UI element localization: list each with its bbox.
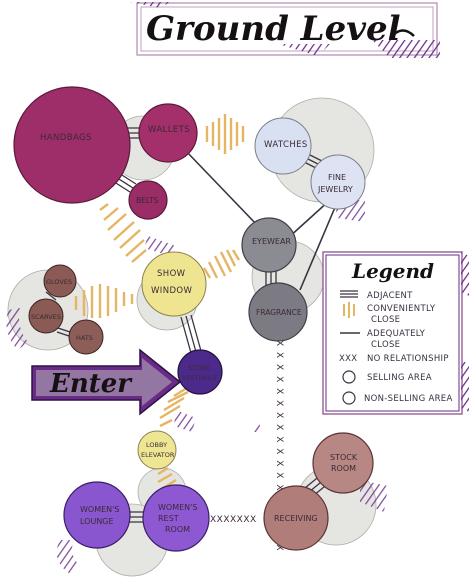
legend-conveniently-close-2: CLOSE: [371, 315, 400, 325]
no-relationship-horizontal: XXXXXXX: [210, 515, 257, 525]
enter-label: Enter: [49, 369, 133, 399]
stock-room-label-2: ROOM: [331, 464, 356, 473]
bubble-receiving[interactable]: RECEIVING: [263, 485, 329, 551]
fine-jewelry-label-2: JEWELRY: [317, 185, 353, 194]
bubble-lobby-elevator[interactable]: LOBBY ELEVATOR: [137, 430, 177, 470]
lobby-elevator-label-2: ELEVATOR: [141, 451, 175, 459]
no-relationship-marks: X X X X X X X X X X X X X X X X X X XXXX…: [210, 340, 284, 552]
gloves-label: GLOVES: [46, 278, 72, 286]
line-wallets-eyewear: [184, 149, 259, 227]
legend-title: Legend: [351, 259, 434, 283]
conv-vestibule-elevator: [159, 384, 191, 428]
receiving-label: RECEIVING: [274, 514, 318, 523]
line-jewelry-fragrance: [299, 204, 337, 291]
fragrance-label: FRAGRANCE: [256, 308, 302, 317]
watches-label: WATCHES: [264, 140, 308, 150]
lobby-elevator-label-1: LOBBY: [146, 441, 167, 449]
conv-accessories-window: [74, 284, 134, 318]
bubble-show-window[interactable]: SHOW WINDOW: [141, 251, 207, 317]
conv-belts-window: [99, 203, 147, 263]
store-vestibule-label-2: VESTIBULE: [182, 374, 218, 382]
bubble-womens-lounge[interactable]: WOMEN'S LOUNGE: [63, 481, 131, 549]
womens-lounge-label-1: WOMEN'S: [80, 505, 119, 514]
no-relationship-vertical: X X X X X X X X X X X X X X X X X X: [274, 340, 284, 552]
adjacent-window-vestibule: [180, 314, 202, 354]
conveniently-close-links: [74, 114, 245, 492]
hats-label: HATS: [76, 334, 93, 342]
adequately-close-lines: [184, 149, 337, 291]
legend-no-relationship-marker: XXX: [339, 354, 357, 364]
bubble-gloves[interactable]: GLOVES: [43, 264, 77, 298]
bubble-handbags[interactable]: HANDBAGS: [13, 86, 131, 204]
bubble-womens-restroom[interactable]: WOMEN'S REST ROOM: [142, 484, 210, 552]
line-jewelry-eyewear: [287, 199, 331, 239]
legend-adequately-close-1: ADEQUATELY: [367, 329, 426, 339]
bubble-fine-jewelry[interactable]: FINE JEWELRY: [310, 154, 366, 210]
legend-no-relationship: NO RELATIONSHIP: [367, 354, 449, 364]
handbags-label: HANDBAGS: [40, 133, 92, 143]
enter-arrow: Enter: [31, 348, 182, 416]
bubble-belts[interactable]: BELTS: [128, 180, 168, 220]
legend-conveniently-swatch: [343, 302, 355, 318]
bubble-store-vestibule[interactable]: STORE VESTIBULE: [177, 349, 223, 395]
bubble-eyewear[interactable]: EYEWEAR: [241, 217, 297, 273]
womens-restroom-label-1: WOMEN'S: [158, 503, 197, 512]
title-banner: Ground Level: [130, 2, 440, 58]
conv-wallets-watches: [205, 114, 245, 154]
stock-room-label-1: STOCK: [330, 453, 358, 462]
fine-jewelry-label-1: FINE: [328, 173, 346, 182]
bubble-scarves[interactable]: SCARVES: [28, 298, 64, 334]
adjacent-scarves-hats: [56, 327, 71, 337]
legend-conveniently-close-1: CONVENIENTLY: [367, 304, 436, 314]
page-title: Ground Level: [146, 9, 401, 49]
legend-adequately-close-2: CLOSE: [371, 340, 400, 350]
show-window-label-2: WINDOW: [151, 286, 193, 296]
womens-restroom-label-3: ROOM: [165, 525, 190, 534]
bubble-stock-room[interactable]: STOCK ROOM: [312, 432, 374, 494]
womens-restroom-label-2: REST: [158, 514, 179, 523]
legend-adjacent: ADJACENT: [367, 291, 413, 301]
conv-window-eyewear: [202, 249, 241, 279]
store-vestibule-label-1: STORE: [188, 364, 210, 372]
womens-lounge-label-2: LOUNGE: [80, 517, 114, 526]
bubble-watches[interactable]: WATCHES: [254, 117, 312, 175]
legend-adjacent-swatch: [340, 290, 358, 298]
bubble-wallets[interactable]: WALLETS: [138, 103, 198, 163]
eyewear-label: EYEWEAR: [252, 237, 291, 246]
wallets-label: WALLETS: [148, 125, 190, 135]
legend-selling-area: SELLING AREA: [367, 373, 432, 383]
handbags-circle: [13, 86, 131, 204]
legend-non-selling-area: NON-SELLING AREA: [364, 394, 453, 404]
show-window-label-1: SHOW: [157, 269, 186, 279]
legend-non-selling-swatch: [342, 391, 356, 405]
legend: Legend ADJACENT CONVENIENTLY CLOSE ADEQU…: [322, 251, 469, 415]
bubble-hats[interactable]: HATS: [68, 319, 104, 355]
bubble-fragrance[interactable]: FRAGRANCE: [248, 282, 308, 342]
legend-selling-swatch: [342, 370, 356, 384]
belts-label: BELTS: [136, 196, 159, 205]
scarves-label: SCARVES: [31, 313, 61, 321]
